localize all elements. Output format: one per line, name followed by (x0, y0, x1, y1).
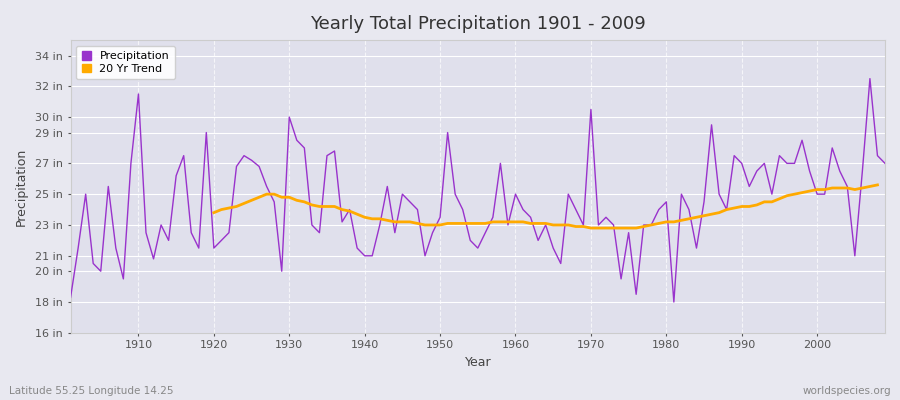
20 Yr Trend (209, 210, 220, 215)
20 Yr Trend (292, 198, 302, 203)
20 Yr Trend (344, 209, 355, 214)
Legend: Precipitation, 20 Yr Trend: Precipitation, 20 Yr Trend (76, 46, 175, 79)
20 Yr Trend (548, 222, 559, 227)
20 Yr Trend (586, 226, 597, 230)
Line: Precipitation: Precipitation (70, 79, 885, 302)
20 Yr Trend (805, 189, 815, 194)
Line: 20 Yr Trend: 20 Yr Trend (214, 185, 878, 228)
Precipitation (292, 138, 302, 143)
Title: Yearly Total Precipitation 1901 - 2009: Yearly Total Precipitation 1901 - 2009 (310, 15, 645, 33)
Precipitation (879, 161, 890, 166)
Text: Latitude 55.25 Longitude 14.25: Latitude 55.25 Longitude 14.25 (9, 386, 174, 396)
Precipitation (600, 215, 611, 220)
Y-axis label: Precipitation: Precipitation (15, 147, 28, 226)
Text: worldspecies.org: worldspecies.org (803, 386, 891, 396)
20 Yr Trend (872, 182, 883, 187)
Precipitation (510, 192, 521, 196)
Precipitation (669, 300, 680, 304)
20 Yr Trend (465, 221, 476, 226)
Precipitation (502, 222, 513, 227)
20 Yr Trend (276, 195, 287, 200)
Precipitation (865, 76, 876, 81)
X-axis label: Year: Year (464, 356, 491, 369)
Precipitation (65, 295, 76, 300)
Precipitation (125, 161, 136, 166)
Precipitation (337, 220, 347, 224)
